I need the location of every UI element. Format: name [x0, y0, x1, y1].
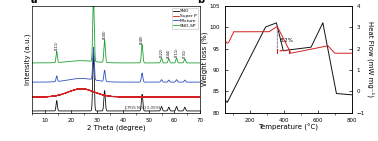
SNO — [91, 51, 96, 53]
Super P — [139, 96, 144, 98]
Text: (731): (731) — [183, 48, 187, 58]
Super P — [78, 88, 82, 89]
X-axis label: 2 Theta (degree): 2 Theta (degree) — [87, 124, 146, 131]
SNO-SP — [60, 61, 65, 63]
Super P — [155, 96, 160, 98]
Super P — [60, 93, 65, 95]
SNO-SP — [131, 62, 135, 64]
Legend: SNO, Super P, Mixture, SNO-SP: SNO, Super P, Mixture, SNO-SP — [172, 8, 198, 29]
Line: SNO-SP: SNO-SP — [32, 0, 200, 63]
Mixture — [131, 81, 135, 83]
Mixture — [94, 79, 99, 81]
Mixture — [30, 81, 34, 83]
Text: (711): (711) — [175, 47, 178, 57]
SNO-SP — [168, 62, 173, 63]
Text: JCPDS NO.23-0593: JCPDS NO.23-0593 — [125, 106, 161, 110]
SNO — [131, 110, 135, 112]
Line: SNO: SNO — [32, 52, 200, 111]
X-axis label: Temperature (°C): Temperature (°C) — [258, 124, 318, 131]
SNO — [139, 98, 144, 99]
Mixture — [139, 74, 144, 76]
Y-axis label: Heat Flow (mW mg⁻¹): Heat Flow (mW mg⁻¹) — [367, 21, 375, 97]
Mixture — [168, 81, 173, 83]
Text: (444): (444) — [167, 48, 171, 58]
SNO-SP — [139, 49, 144, 50]
Y-axis label: Weight loss (%): Weight loss (%) — [201, 32, 208, 86]
Mixture — [198, 81, 203, 83]
SNO — [168, 110, 173, 112]
Text: a: a — [31, 0, 37, 5]
Super P — [198, 96, 203, 98]
SNO — [198, 110, 203, 112]
Text: (111): (111) — [55, 41, 59, 50]
Super P — [131, 96, 135, 98]
Text: (440): (440) — [140, 34, 144, 44]
SNO-SP — [189, 62, 193, 64]
SNO — [94, 110, 99, 112]
SNO — [60, 110, 65, 112]
Mixture — [91, 46, 96, 48]
Line: Super P: Super P — [32, 88, 200, 97]
Line: Mixture: Mixture — [32, 47, 200, 82]
SNO — [155, 110, 160, 112]
Mixture — [189, 81, 193, 83]
Super P — [30, 96, 34, 97]
Super P — [168, 96, 173, 98]
Mixture — [60, 80, 65, 82]
SNO-SP — [30, 62, 34, 64]
Mixture — [155, 81, 160, 83]
Text: 8.2%: 8.2% — [280, 38, 293, 43]
SNO-SP — [94, 61, 99, 63]
Super P — [153, 97, 157, 98]
Text: b: b — [197, 0, 204, 5]
Super P — [94, 92, 99, 94]
SNO-SP — [155, 62, 160, 64]
Text: (622): (622) — [160, 47, 164, 57]
Text: (400): (400) — [102, 29, 107, 39]
Y-axis label: Intensity (a.u.): Intensity (a.u.) — [24, 33, 31, 85]
SNO — [30, 110, 34, 112]
SNO-SP — [198, 62, 203, 64]
